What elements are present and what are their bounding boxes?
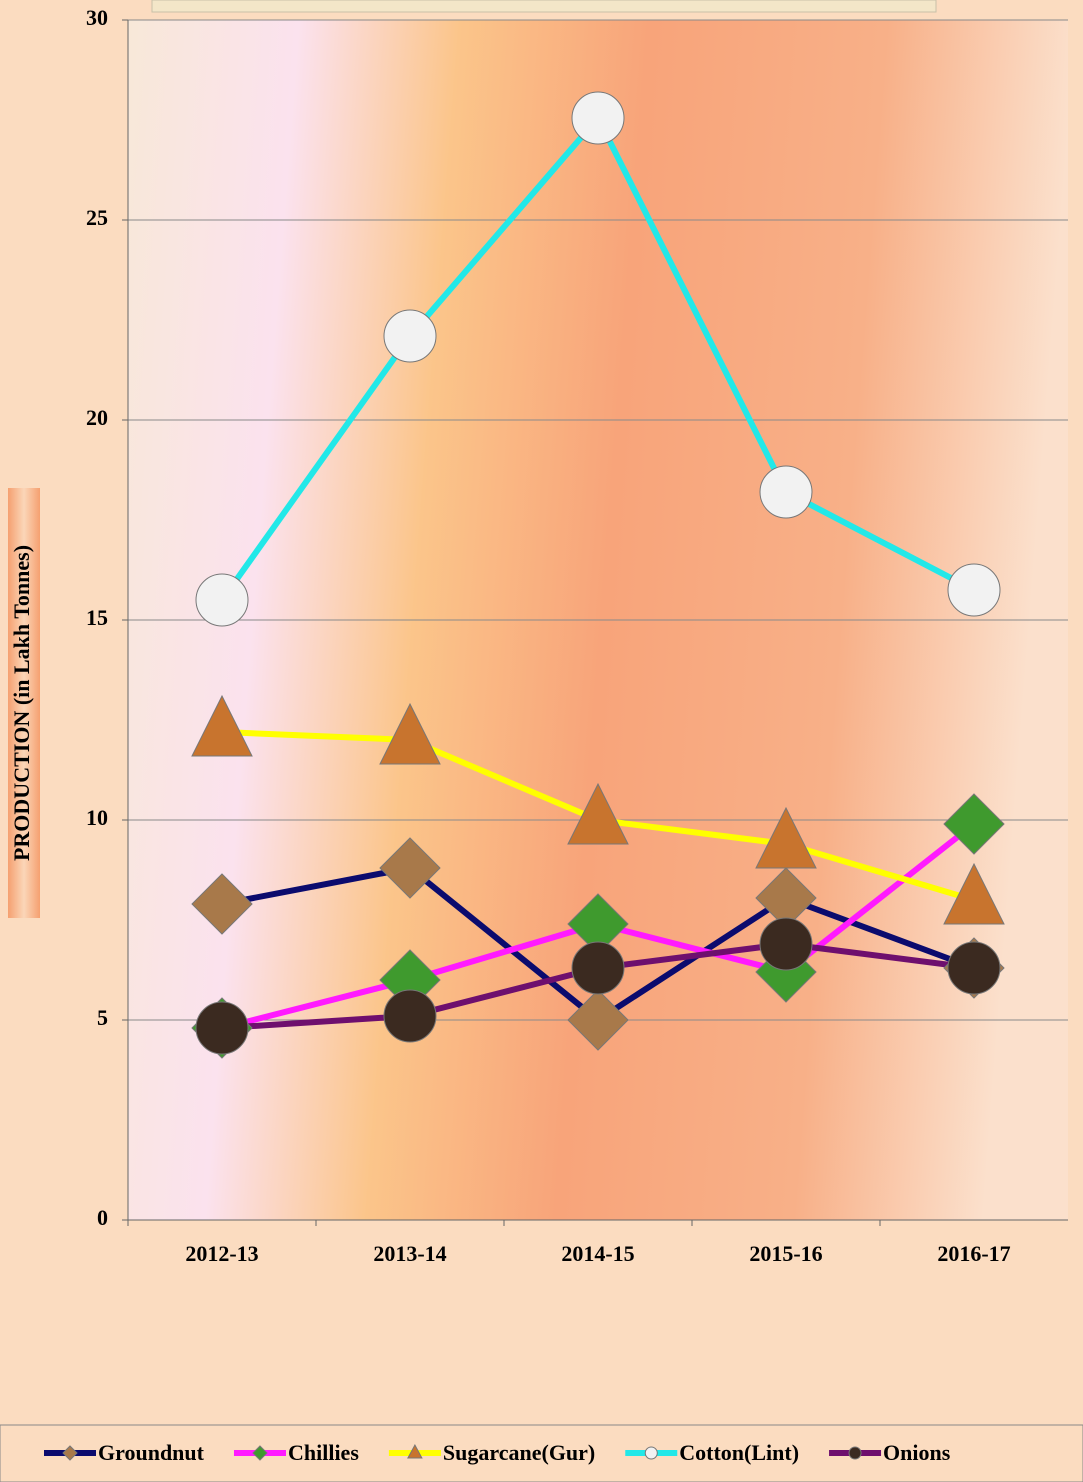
legend-label: Chillies xyxy=(288,1440,359,1465)
legend-label: Sugarcane(Gur) xyxy=(443,1440,595,1465)
x-tick-label: 2013-14 xyxy=(373,1241,446,1266)
legend-label: Onions xyxy=(883,1440,951,1465)
marker xyxy=(760,918,812,970)
y-tick-label: 5 xyxy=(97,1005,108,1030)
y-tick-label: 10 xyxy=(86,805,108,830)
y-tick-label: 20 xyxy=(86,405,108,430)
x-tick-label: 2015-16 xyxy=(749,1241,822,1266)
marker xyxy=(196,574,248,626)
legend-marker xyxy=(849,1447,861,1459)
marker xyxy=(384,310,436,362)
title-box xyxy=(152,0,936,12)
legend-marker xyxy=(645,1447,657,1459)
x-tick-label: 2016-17 xyxy=(937,1241,1010,1266)
y-tick-label: 15 xyxy=(86,605,108,630)
y-tick-label: 25 xyxy=(86,205,108,230)
marker xyxy=(384,990,436,1042)
marker xyxy=(196,1002,248,1054)
y-axis-label: PRODUCTION (in Lakh Tonnes) xyxy=(9,545,34,861)
legend-label: Groundnut xyxy=(98,1440,205,1465)
y-tick-label: 0 xyxy=(97,1205,108,1230)
x-tick-label: 2014-15 xyxy=(561,1241,634,1266)
y-tick-label: 30 xyxy=(86,5,108,30)
marker xyxy=(572,92,624,144)
marker xyxy=(760,466,812,518)
marker xyxy=(572,942,624,994)
legend-label: Cotton(Lint) xyxy=(679,1440,799,1465)
x-tick-label: 2012-13 xyxy=(185,1241,258,1266)
marker xyxy=(948,564,1000,616)
chart: PRODUCTION (in Lakh Tonnes) Groundnut Chi… xyxy=(0,0,1083,1482)
marker xyxy=(948,942,1000,994)
